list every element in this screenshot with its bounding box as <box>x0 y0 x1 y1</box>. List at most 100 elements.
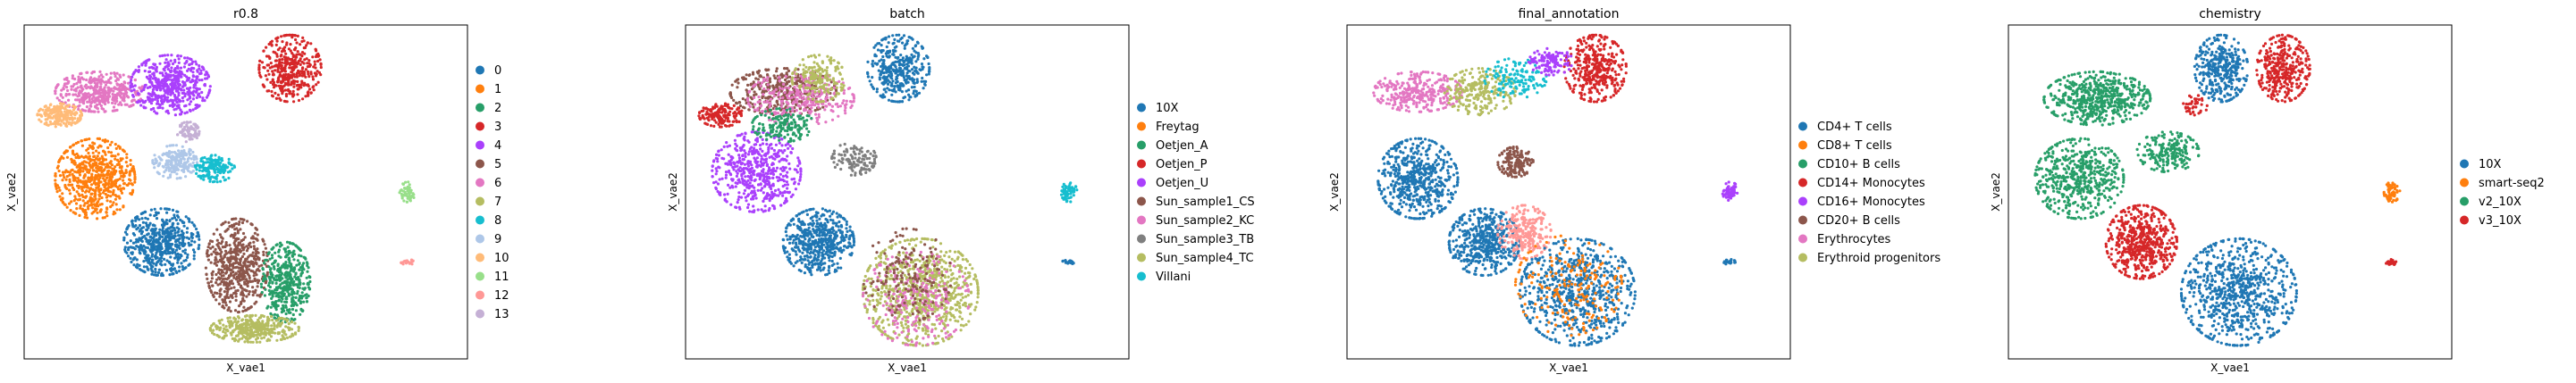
scatter-point <box>922 87 925 90</box>
scatter-point <box>39 120 43 123</box>
scatter-point <box>153 154 156 157</box>
scatter-point <box>185 111 189 114</box>
scatter-point <box>151 265 155 269</box>
scatter-point <box>118 90 122 94</box>
scatter-point <box>103 101 106 105</box>
scatter-point <box>115 71 119 75</box>
scatter-point <box>79 109 82 112</box>
scatter-point <box>299 83 303 87</box>
scatter-point <box>291 89 295 93</box>
scatter-point <box>129 256 132 260</box>
scatter-point <box>175 156 179 160</box>
scatter-point <box>195 161 198 164</box>
scatter-point <box>63 152 66 155</box>
point-cluster <box>257 33 323 104</box>
scatter-point <box>917 54 921 57</box>
scatter-point <box>279 54 282 58</box>
scatter-point <box>241 293 245 296</box>
scatter-point <box>117 103 121 106</box>
legend-marker <box>476 215 484 225</box>
scatter-point <box>198 64 201 68</box>
scatter-point <box>219 282 223 286</box>
scatter-point <box>273 267 276 271</box>
scatter-point <box>58 188 62 192</box>
scatter-point <box>197 104 200 108</box>
scatter-point <box>237 270 240 273</box>
scatter-point <box>281 334 284 337</box>
scatter-point <box>188 220 191 223</box>
scatter-point <box>176 168 181 171</box>
scatter-point <box>84 211 88 214</box>
scatter-point <box>925 73 929 77</box>
scatter-point <box>215 325 218 329</box>
scatter-point <box>86 100 89 104</box>
scatter-point <box>198 95 202 98</box>
scatter-point <box>245 265 248 269</box>
scatter-point <box>157 268 161 271</box>
scatter-point <box>115 99 119 103</box>
scatter-point <box>233 309 238 312</box>
scatter-point <box>85 71 88 74</box>
scatter-point <box>91 151 95 154</box>
scatter-point <box>68 192 72 196</box>
scatter-point <box>876 42 880 46</box>
scatter-point <box>228 300 232 304</box>
scatter-point <box>77 104 80 108</box>
scatter-point <box>407 180 410 184</box>
scatter-point <box>208 328 212 331</box>
legend-label: 11 <box>494 271 509 284</box>
scatter-point <box>311 75 315 79</box>
scatter-point <box>106 146 110 150</box>
scatter-point <box>59 102 63 105</box>
scatter-point <box>146 246 149 250</box>
scatter-point <box>299 274 303 278</box>
scatter-point <box>282 337 287 340</box>
scatter-point <box>148 79 152 84</box>
scatter-point <box>101 75 105 79</box>
scatter-point <box>265 306 269 310</box>
scatter-point <box>114 157 117 161</box>
scatter-point <box>920 79 923 83</box>
scatter-point <box>282 73 286 77</box>
scatter-point <box>198 72 202 76</box>
scatter-point <box>78 213 81 217</box>
scatter-point <box>217 241 221 245</box>
scatter-point <box>290 307 295 312</box>
scatter-point <box>921 76 924 80</box>
scatter-point <box>131 72 135 76</box>
scatter-point <box>75 165 79 169</box>
scatter-point <box>73 153 77 156</box>
scatter-point <box>316 70 319 73</box>
scatter-point <box>61 201 65 204</box>
scatter-point <box>273 327 276 330</box>
scatter-point <box>181 96 184 100</box>
scatter-point <box>262 314 265 318</box>
scatter-point <box>185 79 189 82</box>
scatter-point <box>90 175 94 179</box>
scatter-point <box>291 68 296 71</box>
scatter-point <box>181 72 184 76</box>
scatter-point <box>215 263 219 267</box>
scatter-point <box>182 88 186 92</box>
scatter-point <box>178 99 182 103</box>
scatter-point <box>109 81 113 85</box>
scatter-point <box>167 243 171 246</box>
scatter-point <box>113 167 116 171</box>
scatter-point <box>281 57 284 62</box>
scatter-point <box>120 103 123 106</box>
scatter-point <box>299 312 302 316</box>
legend-item: 1 <box>476 83 501 96</box>
scatter-point <box>263 85 266 88</box>
scatter-point <box>240 249 243 253</box>
scatter-point <box>88 190 91 194</box>
scatter-point <box>202 175 206 179</box>
scatter-point <box>291 282 295 286</box>
scatter-point <box>102 93 105 96</box>
scatter-point <box>129 170 132 173</box>
legend-label: 12 <box>494 289 509 303</box>
scatter-point <box>231 337 234 340</box>
scatter-point <box>63 176 66 179</box>
scatter-point <box>284 296 289 299</box>
scatter-point <box>887 79 890 82</box>
scatter-point <box>156 255 159 260</box>
